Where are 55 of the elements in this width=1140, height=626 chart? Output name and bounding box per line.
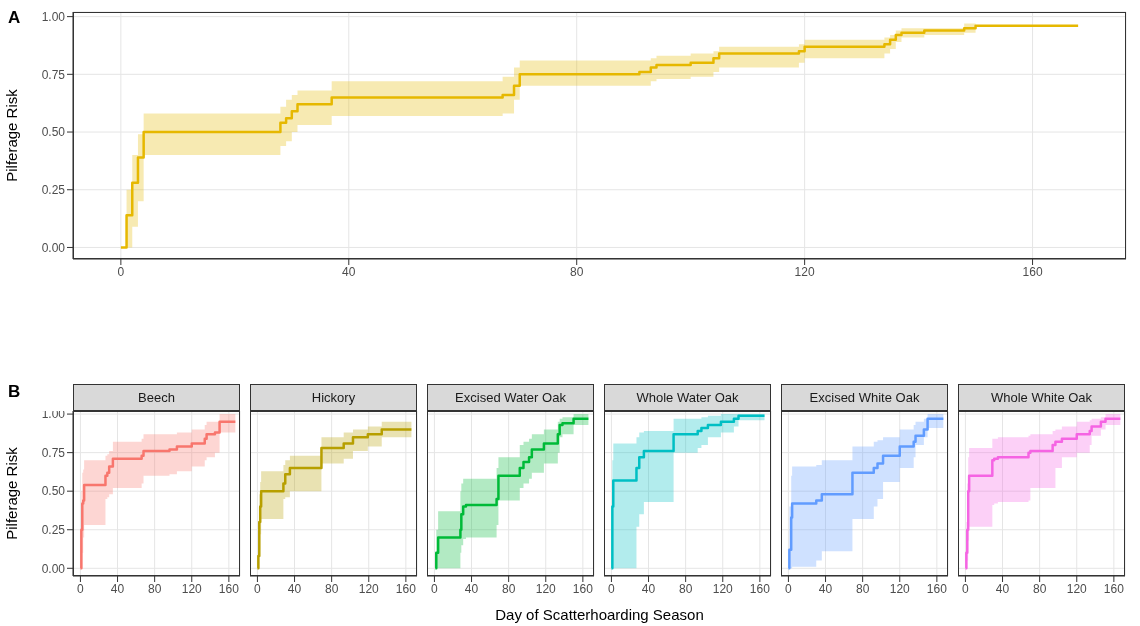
x-tick-label: 80 — [678, 581, 693, 596]
x-tick-label: 160 — [395, 581, 417, 596]
x-tick-label: 0 — [785, 581, 793, 596]
y-axis-title: Pilferage Risk — [3, 88, 21, 182]
x-tick-label: 80 — [147, 581, 162, 596]
x-tick-label: 0 — [962, 581, 970, 596]
x-tick-label: 40 — [464, 581, 479, 596]
x-tick-label: 120 — [712, 581, 734, 596]
y-tick-label: 0.25 — [41, 183, 66, 198]
x-tick-label: 120 — [794, 264, 815, 279]
x-tick-label: 160 — [926, 581, 948, 596]
chart-title: Excised Water Oak — [427, 384, 594, 411]
x-tick-label: 0 — [77, 581, 85, 596]
x-tick-label: 0 — [117, 264, 125, 279]
y-tick-label: 0.75 — [41, 67, 66, 82]
x-tick-label: 0 — [254, 581, 262, 596]
y-tick-label: 0.00 — [41, 240, 66, 255]
x-tick-label: 160 — [749, 581, 771, 596]
y-tick-label: 0.25 — [41, 523, 66, 537]
chart-title: Hickory — [250, 384, 417, 411]
y-tick-label: 0.50 — [41, 484, 66, 499]
y-tick-label: 0.75 — [41, 445, 66, 460]
text: A — [8, 8, 21, 28]
x-tick-label: 80 — [1032, 581, 1047, 596]
chart-title: Whole Water Oak — [604, 384, 771, 411]
x-tick-label: 120 — [889, 581, 911, 596]
x-tick-label: 160 — [218, 581, 240, 596]
y-tick-label: 0.50 — [41, 125, 66, 140]
x-tick-label: 0 — [608, 581, 616, 596]
x-tick-label: 120 — [1066, 581, 1088, 596]
x-tick-label: 80 — [570, 264, 584, 279]
x-tick-label: 40 — [287, 581, 302, 596]
y-axis-title: Pilferage Risk — [3, 446, 21, 540]
x-tick-label: 160 — [1103, 581, 1125, 596]
x-tick-label: 40 — [818, 581, 833, 596]
x-axis-title: Day of Scatterhoarding Season — [494, 606, 705, 623]
x-tick-label: 160 — [572, 581, 594, 596]
x-tick-label: 80 — [501, 581, 516, 596]
x-tick-label: 40 — [641, 581, 656, 596]
chart-title: Excised White Oak — [781, 384, 948, 411]
chart-title: Beech — [73, 384, 240, 411]
x-tick-label: 160 — [1022, 264, 1043, 279]
x-tick-label: 120 — [535, 581, 557, 596]
x-tick-label: 80 — [855, 581, 870, 596]
x-tick-label: 40 — [342, 264, 356, 279]
y-tick-label: 0.00 — [41, 561, 66, 576]
chart-title: Whole White Oak — [958, 384, 1125, 411]
text: B — [8, 382, 21, 402]
x-tick-label: 80 — [324, 581, 339, 596]
x-tick-label: 120 — [358, 581, 380, 596]
x-tick-label: 40 — [995, 581, 1010, 596]
x-tick-label: 0 — [431, 581, 439, 596]
x-tick-label: 40 — [110, 581, 125, 596]
y-tick-label: 1.00 — [41, 9, 66, 24]
x-tick-label: 120 — [181, 581, 203, 596]
